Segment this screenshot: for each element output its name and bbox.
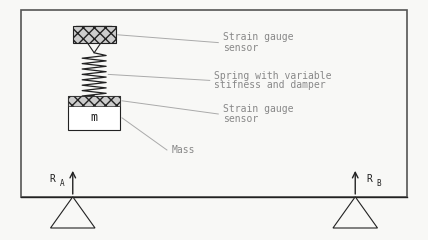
Text: R: R: [49, 174, 55, 184]
Polygon shape: [333, 197, 377, 228]
Text: Spring with variable: Spring with variable: [214, 71, 332, 81]
Polygon shape: [76, 26, 112, 53]
Text: stifness and damper: stifness and damper: [214, 80, 326, 90]
Text: Strain gauge: Strain gauge: [223, 32, 293, 42]
Bar: [21, 10, 407, 197]
Polygon shape: [51, 197, 95, 228]
Bar: [68, 96, 120, 106]
Text: B: B: [377, 179, 381, 188]
Text: Mass: Mass: [171, 145, 195, 155]
Text: A: A: [60, 179, 65, 188]
Bar: [73, 26, 116, 43]
Text: sensor: sensor: [223, 114, 258, 124]
Text: m: m: [91, 111, 98, 124]
Text: sensor: sensor: [223, 43, 258, 53]
Text: R: R: [366, 174, 372, 184]
Bar: [68, 96, 120, 130]
Text: Strain gauge: Strain gauge: [223, 104, 293, 114]
